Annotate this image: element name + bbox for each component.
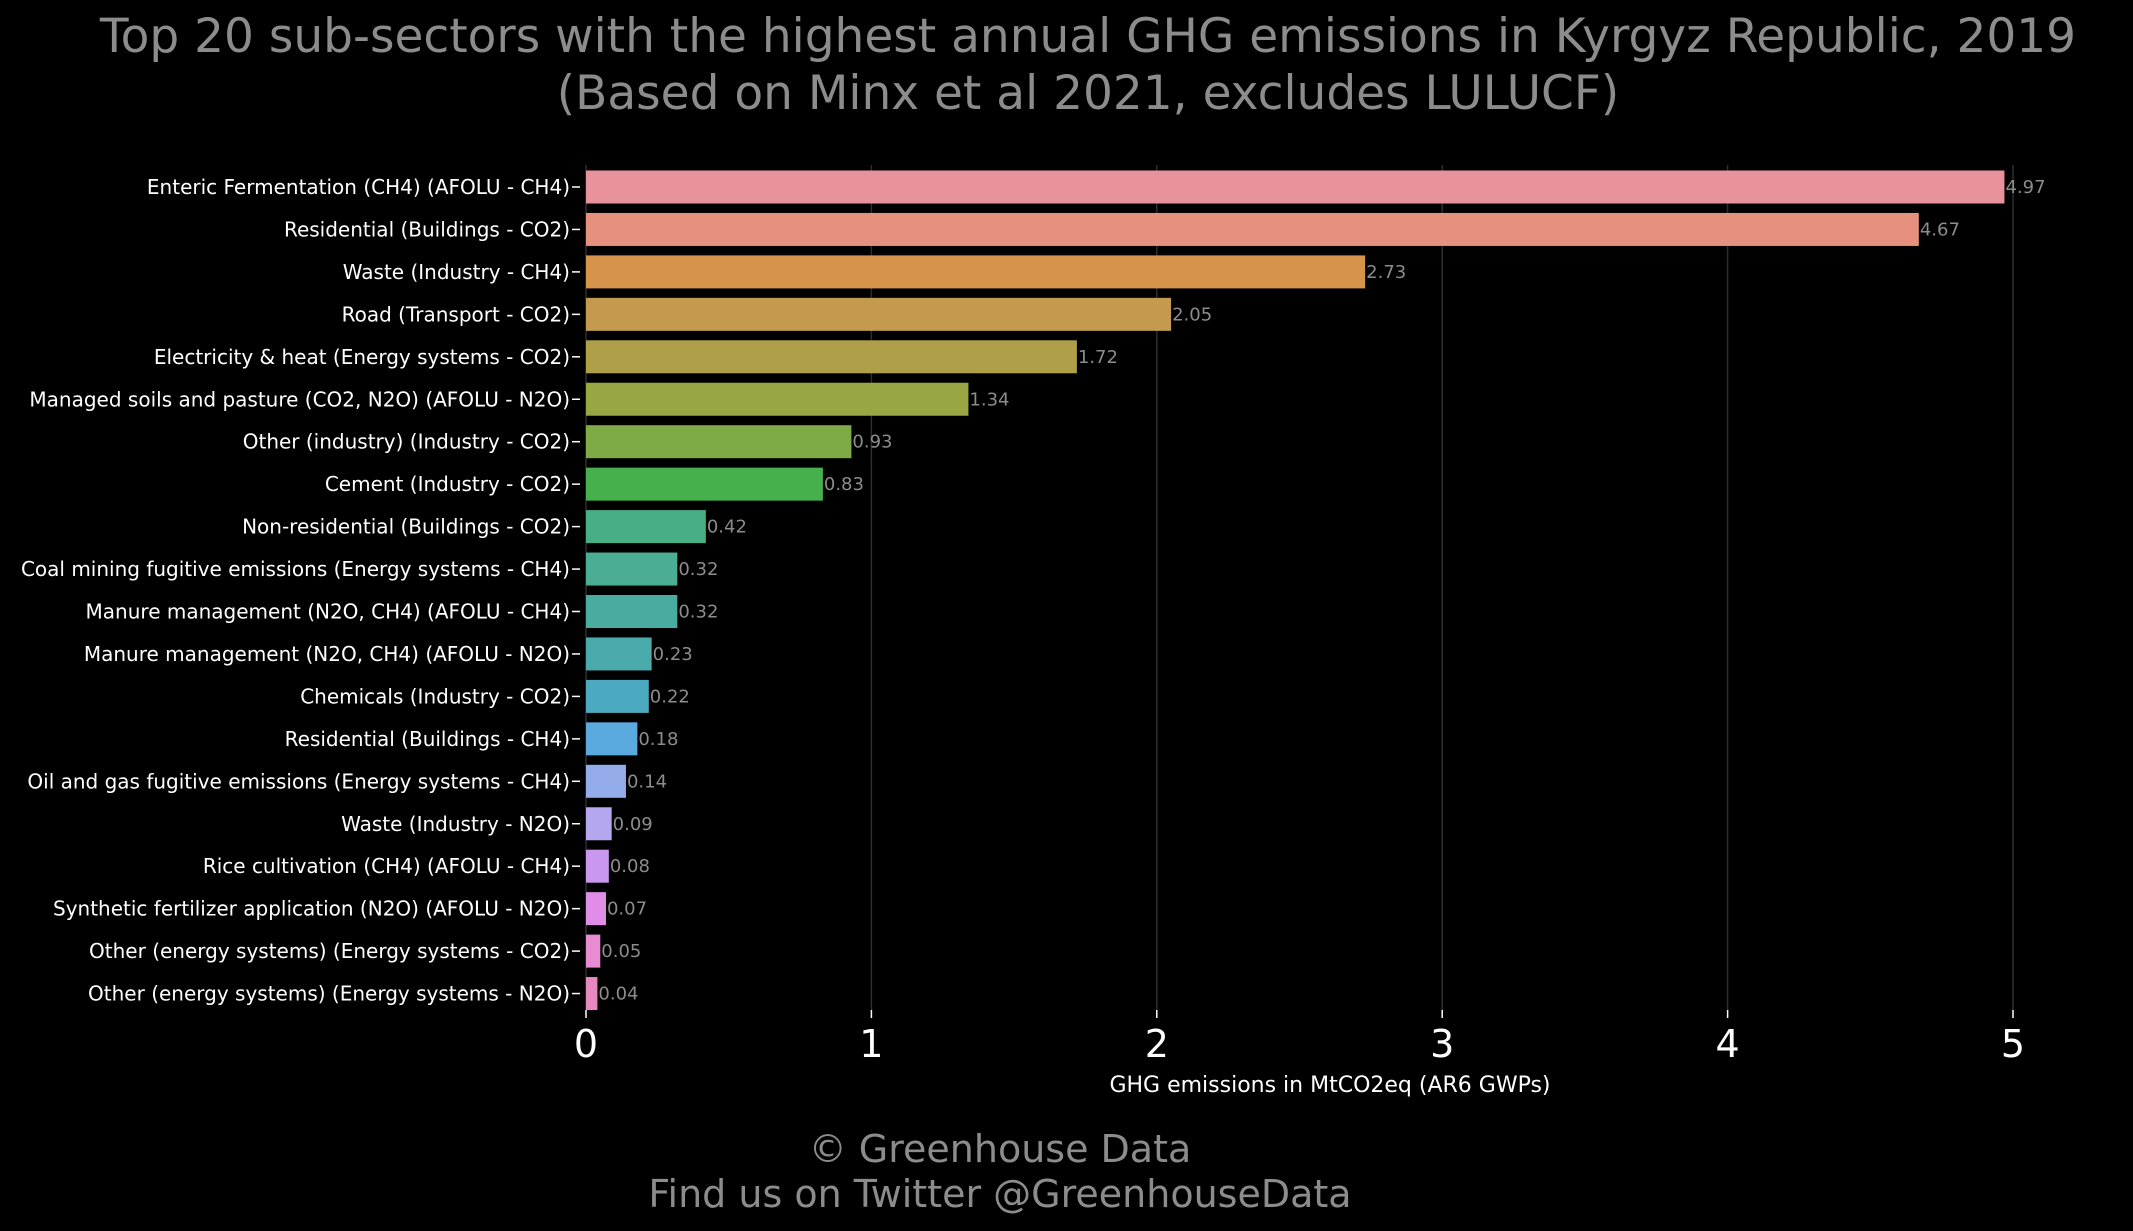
credit-twitter: Find us on Twitter @GreenhouseData <box>648 1172 1351 1216</box>
value-label: 0.14 <box>627 771 667 792</box>
value-label: 0.32 <box>678 559 718 580</box>
x-tick-label: 5 <box>2001 1022 2025 1066</box>
x-axis-title: GHG emissions in MtCO2eq (AR6 GWPs) <box>1109 1073 1550 1098</box>
value-label: 0.07 <box>607 899 647 920</box>
value-label: 0.23 <box>653 644 693 665</box>
value-label: 4.97 <box>2005 177 2045 198</box>
category-label: Electricity & heat (Energy systems - CO2… <box>154 345 570 369</box>
category-label: Other (energy systems) (Energy systems -… <box>89 939 570 963</box>
category-label: Cement (Industry - CO2) <box>325 472 570 496</box>
value-label: 0.18 <box>638 729 678 750</box>
x-tick-label: 4 <box>1716 1022 1740 1066</box>
category-label: Coal mining fugitive emissions (Energy s… <box>21 557 570 581</box>
category-label: Oil and gas fugitive emissions (Energy s… <box>27 769 570 793</box>
value-label: 2.05 <box>1172 304 1212 325</box>
bar <box>586 679 649 713</box>
category-label: Waste (Industry - N2O) <box>341 812 570 836</box>
bar <box>586 212 1919 246</box>
category-label: Road (Transport - CO2) <box>342 302 570 326</box>
category-label: Chemicals (Industry - CO2) <box>300 684 570 708</box>
category-label: Residential (Buildings - CH4) <box>285 727 570 751</box>
bar <box>586 425 852 459</box>
category-label: Waste (Industry - CH4) <box>343 260 570 284</box>
value-label: 1.34 <box>969 389 1009 410</box>
bar <box>586 849 609 883</box>
category-label: Residential (Buildings - CO2) <box>284 217 570 241</box>
category-label: Other (energy systems) (Energy systems -… <box>88 982 570 1006</box>
category-label: Rice cultivation (CH4) (AFOLU - CH4) <box>203 854 570 878</box>
x-axis-ticks: 0 1 2 3 4 5 <box>574 1010 2025 1066</box>
bar <box>586 807 612 841</box>
value-label: 0.09 <box>613 814 653 835</box>
bars <box>586 170 2005 1011</box>
value-label: 0.83 <box>824 474 864 495</box>
x-tick-label: 0 <box>574 1022 598 1066</box>
bar <box>586 934 601 968</box>
value-label: 0.04 <box>598 984 638 1005</box>
bar <box>586 722 638 756</box>
chart-subtitle: (Based on Minx et al 2021, excludes LULU… <box>557 66 1619 121</box>
category-label: Other (industry) (Industry - CO2) <box>243 430 570 454</box>
category-label: Synthetic fertilizer application (N2O) (… <box>53 897 570 921</box>
bar <box>586 595 678 628</box>
x-tick-label: 3 <box>1430 1022 1454 1066</box>
value-label: 2.73 <box>1366 262 1406 283</box>
bar <box>586 510 706 544</box>
value-label: 0.05 <box>601 941 641 962</box>
value-label: 0.32 <box>678 602 718 623</box>
bar <box>586 552 678 586</box>
x-tick-label: 2 <box>1145 1022 1169 1066</box>
bar <box>586 892 606 926</box>
bar <box>586 255 1366 289</box>
bar <box>586 382 969 416</box>
value-label: 0.93 <box>852 432 892 453</box>
bar <box>586 977 598 1011</box>
category-label: Enteric Fermentation (CH4) (AFOLU - CH4) <box>147 175 570 199</box>
category-label: Managed soils and pasture (CO2, N2O) (AF… <box>29 387 570 411</box>
bar <box>586 297 1172 331</box>
x-tick-label: 1 <box>859 1022 883 1066</box>
value-label: 0.42 <box>707 517 747 538</box>
bar <box>586 467 823 501</box>
category-label: Manure management (N2O, CH4) (AFOLU - N2… <box>84 642 570 666</box>
category-labels: Enteric Fermentation (CH4) (AFOLU - CH4)… <box>21 175 580 1006</box>
value-label: 1.72 <box>1078 347 1118 368</box>
value-labels: 4.97 4.67 2.73 2.05 1.72 1.34 0.93 0.83 0.42 0.32… <box>598 177 2045 1005</box>
bar <box>586 170 2005 204</box>
value-label: 4.67 <box>1920 219 1960 240</box>
category-label: Non-residential (Buildings - CO2) <box>242 515 570 539</box>
bar <box>586 340 1077 374</box>
credit-copyright: © Greenhouse Data <box>809 1127 1192 1171</box>
grid-lines <box>585 165 2014 1010</box>
category-label: Manure management (N2O, CH4) (AFOLU - CH… <box>86 600 570 624</box>
value-label: 0.22 <box>650 686 690 707</box>
bar <box>586 637 652 671</box>
value-label: 0.08 <box>610 856 650 877</box>
chart-title: Top 20 sub-sectors with the highest annu… <box>99 9 2076 64</box>
bar <box>586 764 626 798</box>
